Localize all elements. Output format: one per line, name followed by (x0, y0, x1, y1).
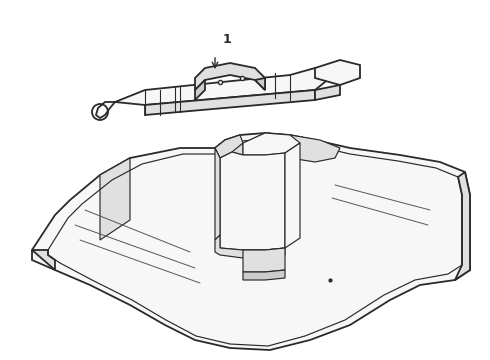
Polygon shape (455, 172, 470, 280)
Polygon shape (32, 250, 55, 270)
Polygon shape (145, 90, 315, 115)
Polygon shape (315, 60, 360, 85)
Polygon shape (285, 143, 300, 248)
Polygon shape (195, 80, 205, 100)
Polygon shape (195, 63, 265, 90)
Polygon shape (115, 68, 330, 105)
Text: 1: 1 (223, 33, 232, 46)
Polygon shape (218, 140, 243, 158)
Polygon shape (220, 152, 285, 250)
Polygon shape (243, 248, 285, 272)
Polygon shape (215, 148, 220, 240)
Polygon shape (243, 133, 300, 155)
Polygon shape (100, 158, 130, 240)
Polygon shape (315, 85, 340, 100)
Polygon shape (215, 235, 285, 258)
Polygon shape (243, 270, 285, 280)
Polygon shape (215, 135, 243, 158)
Polygon shape (255, 78, 265, 90)
Polygon shape (32, 133, 470, 350)
Polygon shape (240, 133, 340, 162)
